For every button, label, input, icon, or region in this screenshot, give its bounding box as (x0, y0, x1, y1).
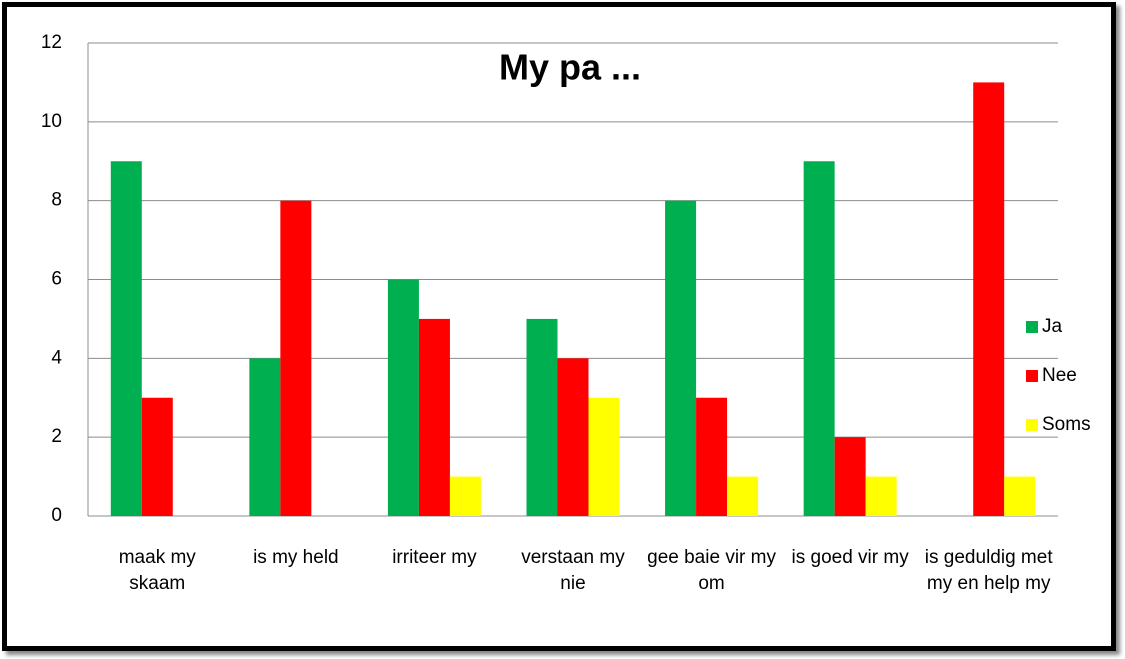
x-tick-label: is goed vir my (791, 547, 909, 568)
bar (526, 318, 558, 516)
x-tick-label: irriteer my (392, 547, 477, 568)
y-tick-label: 0 (51, 505, 62, 526)
bar (280, 200, 312, 516)
bar (110, 161, 142, 516)
x-tick-label: maak my skaam (118, 547, 196, 594)
x-tick-label: verstaan my nie (521, 547, 625, 594)
bar (557, 358, 589, 516)
bar (1004, 476, 1036, 516)
legend-swatch (1026, 419, 1038, 431)
legend-swatch (1026, 370, 1038, 382)
bar (449, 476, 481, 516)
bar (973, 82, 1005, 517)
bar (665, 200, 697, 516)
chart-title: My pa ... (499, 47, 641, 88)
legend-label: Soms (1042, 414, 1091, 435)
bar (141, 397, 173, 516)
legend-swatch (1026, 321, 1038, 333)
bar (418, 318, 450, 516)
x-tick-label: is my held (253, 547, 339, 568)
bar (834, 437, 866, 516)
bar (387, 279, 419, 516)
x-tick-label: gee baie vir my om (647, 547, 776, 594)
bar (249, 358, 281, 516)
bar (865, 476, 897, 516)
y-tick-label: 2 (51, 426, 62, 447)
chart-frame (2, 2, 1116, 651)
bar (588, 397, 620, 516)
y-tick-label: 6 (51, 269, 62, 290)
y-tick-label: 10 (41, 111, 62, 132)
bar (803, 161, 835, 516)
x-tick-label: is geduldig met my en help my (924, 547, 1053, 594)
bar (696, 397, 728, 516)
legend-label: Nee (1042, 365, 1077, 386)
legend-label: Ja (1042, 316, 1063, 337)
y-tick-label: 4 (51, 347, 62, 368)
y-tick-label: 12 (41, 32, 62, 53)
bar (727, 476, 759, 516)
y-tick-label: 8 (51, 190, 62, 211)
